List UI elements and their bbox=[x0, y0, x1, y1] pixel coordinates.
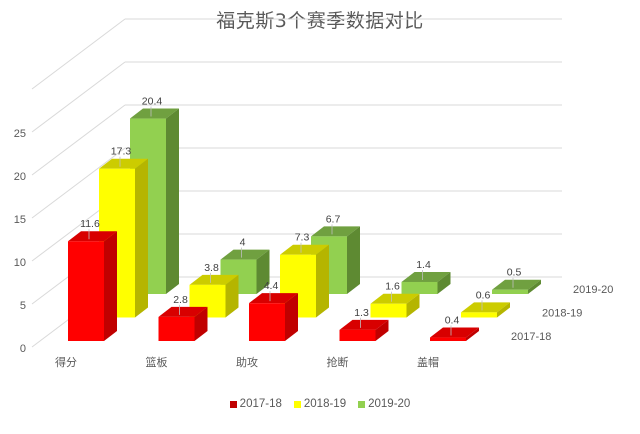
data-label: 1.3 bbox=[354, 307, 369, 319]
y-tick-label: 5 bbox=[20, 300, 26, 312]
x-axis-categories: 得分 篮板 助攻 抢断 盖帽 bbox=[55, 355, 439, 369]
series-depth-label: 2019-20 bbox=[573, 284, 613, 296]
data-label: 20.4 bbox=[142, 96, 163, 108]
bar-2019-20-盖帽[interactable]: 0.5 bbox=[492, 267, 541, 294]
data-label: 11.6 bbox=[80, 218, 100, 230]
bar-2017-18-篮板[interactable]: 2.8 bbox=[158, 294, 208, 341]
data-label: 6.7 bbox=[326, 213, 341, 225]
legend-item-2019-20[interactable]: 2019-20 bbox=[358, 398, 410, 410]
legend-swatch bbox=[358, 400, 366, 408]
x-category-label: 助攻 bbox=[236, 355, 258, 369]
data-label: 0.6 bbox=[476, 289, 491, 301]
legend-swatch bbox=[293, 400, 301, 408]
series-depth-labels: 2017-18 2018-19 2019-20 bbox=[511, 284, 613, 343]
bar-2017-18-抢断[interactable]: 1.3 bbox=[339, 307, 389, 341]
legend-label: 2019-20 bbox=[368, 398, 411, 410]
data-label: 3.8 bbox=[204, 262, 219, 274]
y-tick-label: 0 bbox=[20, 343, 26, 355]
legend-item-2017-18[interactable]: 2017-18 bbox=[229, 398, 282, 410]
y-tick-label: 15 bbox=[14, 214, 26, 226]
data-label: 2.8 bbox=[173, 294, 188, 306]
bar-2019-20-抢断[interactable]: 1.4 bbox=[401, 259, 451, 294]
legend-swatch bbox=[229, 400, 237, 408]
bar-2018-19-抢断[interactable]: 1.6 bbox=[370, 281, 420, 318]
bar-2017-18-盖帽[interactable]: 0.4 bbox=[430, 315, 479, 341]
y-tick-label: 20 bbox=[14, 171, 26, 183]
bar-2017-18-助攻[interactable]: 4.4 bbox=[249, 280, 298, 341]
bar-2017-18-得分[interactable]: 11.6 bbox=[68, 218, 117, 341]
y-axis-ticks: 0 5 10 15 20 25 bbox=[14, 128, 26, 355]
data-label: 17.3 bbox=[111, 146, 132, 158]
x-category-label: 盖帽 bbox=[417, 355, 439, 369]
y-tick-label: 25 bbox=[14, 128, 26, 140]
chart-title: 福克斯3个赛季数据对比 bbox=[216, 10, 424, 32]
data-label: 0.4 bbox=[445, 315, 460, 327]
data-label: 4 bbox=[240, 237, 246, 249]
legend: 2017-18 2018-19 2019-20 bbox=[0, 398, 640, 410]
data-label: 1.6 bbox=[385, 281, 400, 293]
series-depth-label: 2017-18 bbox=[511, 331, 551, 343]
x-category-label: 抢断 bbox=[327, 355, 349, 369]
data-label: 0.5 bbox=[507, 267, 522, 279]
bars: 20.4 4 6.7 1.4 0.5 17.3 3.8 7.3 1.6 0.6 11.6 2.8 4.4… bbox=[68, 96, 541, 341]
series-depth-label: 2018-19 bbox=[542, 308, 582, 320]
legend-item-2018-19[interactable]: 2018-19 bbox=[293, 398, 347, 410]
x-category-label: 得分 bbox=[55, 356, 77, 369]
y-tick-label: 10 bbox=[14, 257, 26, 269]
data-label: 4.4 bbox=[264, 280, 279, 292]
legend-label: 2018-19 bbox=[303, 398, 347, 410]
x-category-label: 篮板 bbox=[146, 355, 168, 369]
legend-label: 2017-18 bbox=[239, 398, 282, 410]
data-label: 1.4 bbox=[416, 259, 431, 271]
data-label: 7.3 bbox=[295, 232, 310, 244]
bar-2018-19-盖帽[interactable]: 0.6 bbox=[461, 289, 510, 318]
